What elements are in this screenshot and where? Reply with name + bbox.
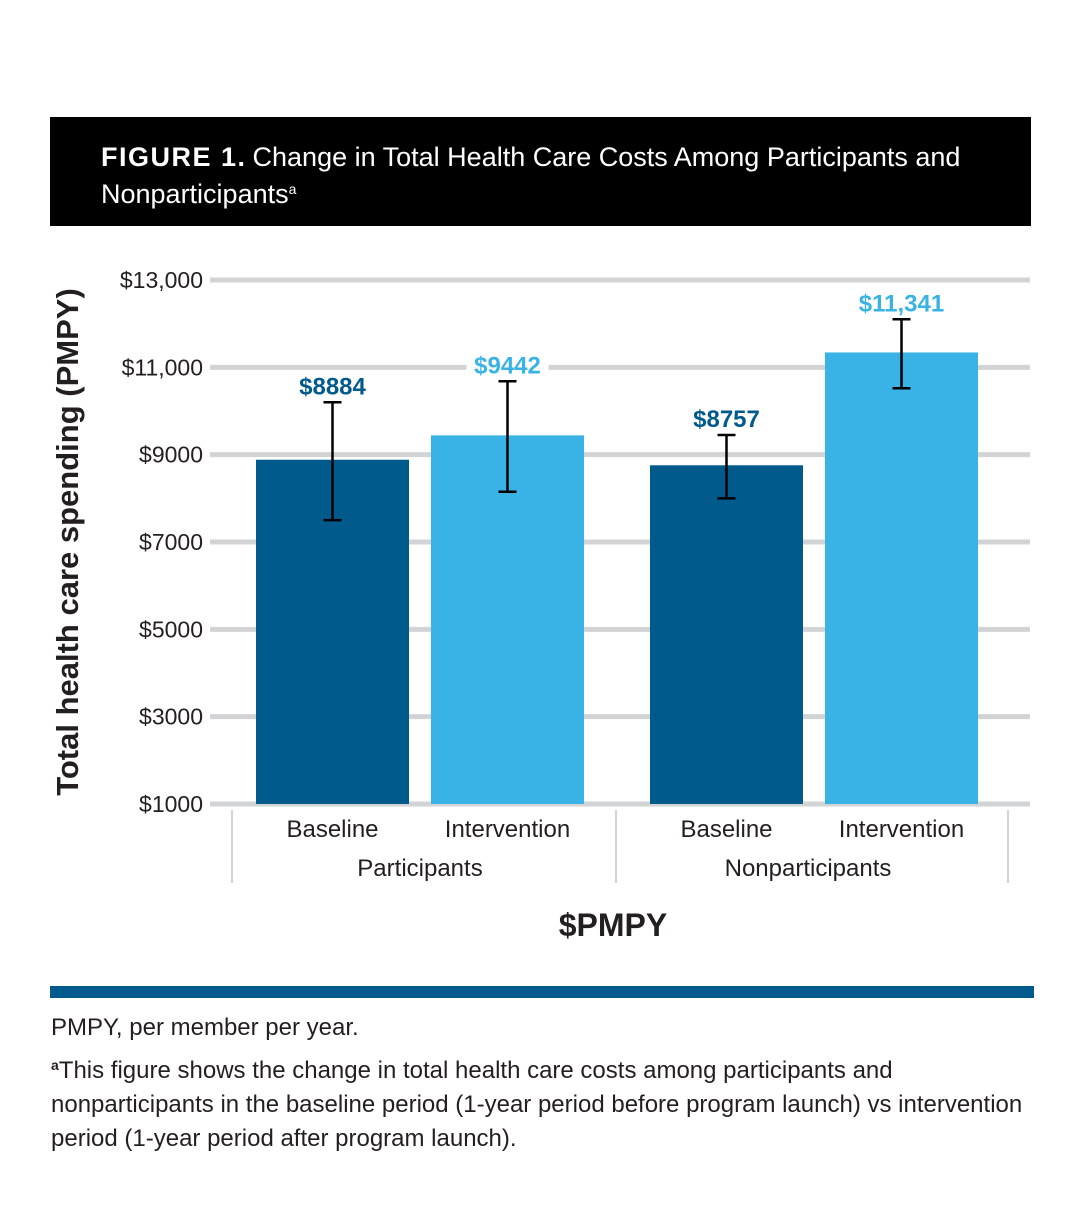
figure-title-footnote-marker: a [288, 181, 297, 197]
error-bars [323, 318, 911, 522]
footnote-note-text: This figure shows the change in total he… [51, 1057, 1023, 1152]
bar [431, 435, 584, 804]
y-tick-label: $7000 [139, 529, 203, 555]
footnote-abbreviation: PMPY, per member per year. [51, 1014, 359, 1041]
data-label: $8757 [693, 406, 760, 433]
data-label-background [685, 403, 768, 432]
figure-label: FIGURE 1. [101, 142, 247, 172]
data-label-background [291, 370, 374, 399]
footnote-note: aThis figure shows the change in total h… [51, 1054, 1041, 1156]
bar [650, 465, 803, 804]
data-label: $8884 [299, 373, 366, 400]
x-category-label: Intervention [445, 816, 570, 843]
y-tick-label: $1000 [139, 791, 203, 817]
data-labels: $8884 $9442 $8757 $11,341 [291, 287, 957, 433]
x-group-label: Participants [357, 855, 482, 882]
y-tick-label: $13,000 [120, 267, 203, 293]
y-axis-ticks: $1000 $3000 $5000 $7000 $9000 $11,000 $13,000 [120, 267, 203, 817]
data-label: $11,341 [859, 290, 944, 317]
x-group-label: Nonparticipants [725, 855, 892, 882]
y-tick-label: $11,000 [122, 354, 203, 380]
x-category-label: Baseline [286, 816, 378, 843]
bars [256, 352, 978, 804]
x-axis: Baseline Intervention Baseline Intervention… [231, 810, 1009, 883]
data-label-background [466, 349, 549, 378]
bar-chart: $1000$3000$5000$7000$9000$11,000$13,000 … [50, 267, 1030, 943]
divider-rule [50, 986, 1034, 998]
x-category-label: Intervention [839, 816, 964, 843]
y-tick-label: $9000 [139, 442, 203, 468]
data-label-background [846, 287, 957, 316]
figure-title-bar: FIGURE 1. Change in Total Health Care Cos… [50, 117, 1031, 226]
bar [825, 352, 978, 804]
figure-title: Change in Total Health Care Costs Among … [101, 142, 961, 209]
footnote-marker: a [51, 1057, 59, 1073]
x-axis-title: $PMPY [559, 907, 667, 943]
y-axis-title: Total health care spending (PMPY) [50, 288, 85, 796]
x-category-label: Baseline [680, 816, 772, 843]
y-tick-label: $5000 [139, 616, 203, 642]
y-tick-label: $3000 [139, 704, 203, 730]
data-label: $9442 [474, 352, 541, 379]
